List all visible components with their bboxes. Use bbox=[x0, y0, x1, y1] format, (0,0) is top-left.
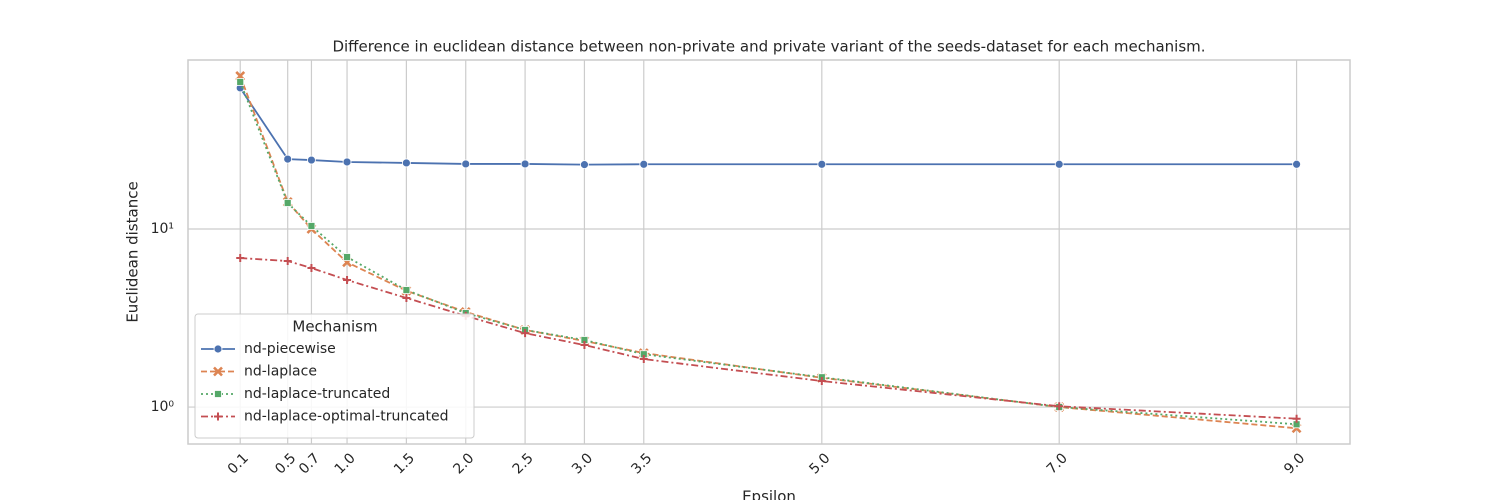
legend: Mechanism nd-piecewise nd-laplace nd-laplac… bbox=[194, 313, 475, 439]
data-point bbox=[343, 276, 352, 285]
data-point bbox=[283, 199, 292, 207]
y-tick-label: 10¹ bbox=[151, 221, 174, 237]
legend-title: Mechanism bbox=[292, 318, 377, 336]
data-point bbox=[342, 157, 352, 167]
data-point bbox=[817, 377, 826, 386]
x-axis-label: Epsilon bbox=[742, 488, 796, 500]
data-point bbox=[1292, 414, 1301, 423]
series-line bbox=[239, 75, 1297, 430]
x-tick-label: 3.5 bbox=[628, 450, 655, 477]
legend-label: nd-piecewise bbox=[244, 341, 336, 357]
data-point bbox=[402, 293, 411, 302]
data-point bbox=[580, 160, 589, 170]
x-tick-label: 3.0 bbox=[569, 450, 596, 477]
data-point bbox=[283, 154, 293, 164]
data-point bbox=[307, 263, 316, 272]
series-line bbox=[240, 257, 1297, 420]
data-point bbox=[639, 159, 649, 169]
series-layer bbox=[235, 71, 1302, 434]
data-point bbox=[401, 158, 411, 168]
x-tick-label: 0.1 bbox=[225, 450, 252, 477]
data-point bbox=[343, 253, 351, 261]
chart-title: Difference in euclidean distance between… bbox=[332, 38, 1205, 56]
y-tick-label: 10⁰ bbox=[151, 399, 175, 415]
legend-label: nd-laplace-truncated bbox=[244, 386, 390, 402]
data-point bbox=[402, 286, 411, 294]
x-tick-label: 0.7 bbox=[296, 450, 323, 477]
legend-marker bbox=[214, 390, 222, 398]
x-tick-label: 1.0 bbox=[332, 450, 359, 477]
data-point bbox=[580, 341, 589, 350]
data-point bbox=[1292, 159, 1301, 169]
data-point bbox=[1054, 159, 1064, 169]
data-point bbox=[1055, 402, 1064, 411]
y-axis-label: Euclidean distance bbox=[124, 181, 142, 322]
x-tick-label: 2.0 bbox=[450, 450, 477, 477]
x-tick-label: 5.0 bbox=[806, 450, 833, 477]
data-point bbox=[283, 257, 292, 266]
legend-marker bbox=[213, 344, 223, 354]
data-point bbox=[236, 254, 245, 263]
data-point bbox=[521, 329, 530, 338]
x-tick-label: 9.0 bbox=[1281, 450, 1308, 477]
legend-marker bbox=[214, 412, 222, 421]
data-point bbox=[817, 159, 827, 169]
legend-box bbox=[194, 313, 475, 439]
x-tick-label: 7.0 bbox=[1044, 450, 1071, 477]
legend-marker bbox=[213, 366, 223, 377]
data-point bbox=[307, 222, 316, 230]
x-tick-label: 2.5 bbox=[510, 450, 537, 477]
data-point bbox=[236, 78, 245, 86]
x-tick-label: 0.5 bbox=[272, 450, 299, 477]
data-point bbox=[520, 159, 530, 169]
data-point bbox=[639, 355, 648, 364]
data-point bbox=[461, 159, 471, 169]
x-tick-label: 1.5 bbox=[391, 450, 418, 477]
data-point bbox=[307, 155, 316, 165]
legend-label: nd-laplace bbox=[244, 364, 317, 380]
legend-label: nd-laplace-optimal-truncated bbox=[244, 409, 449, 425]
